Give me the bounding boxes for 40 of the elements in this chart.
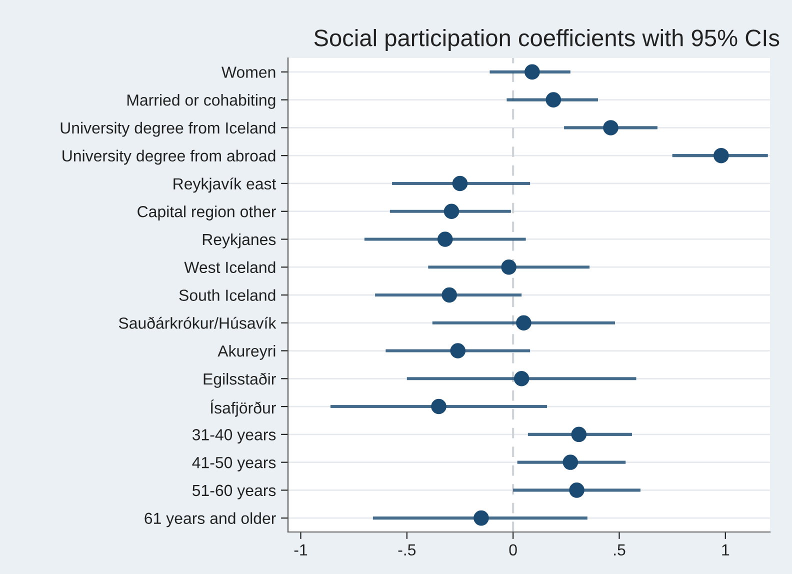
point — [516, 315, 532, 331]
point — [571, 426, 587, 442]
point — [714, 148, 729, 164]
y-tick-label: University degree from Iceland — [60, 122, 276, 137]
point — [514, 371, 530, 386]
y-tick-label: Ísafjörður — [210, 400, 276, 417]
point — [546, 92, 562, 108]
point — [603, 120, 618, 136]
y-tick-label: 51-60 years — [192, 484, 276, 500]
y-tick-label: Women — [222, 66, 276, 78]
y-tick-label: Reykjavík east — [174, 178, 276, 193]
y-tick-label: Akureyri — [218, 344, 276, 360]
y-tick-label: University degree from abroad — [62, 150, 276, 165]
point — [452, 176, 468, 192]
y-tick-label: Sauðárkrókur/Húsavík — [118, 316, 276, 329]
y-tick-label: 31-40 years — [192, 429, 276, 444]
point — [431, 398, 446, 414]
y-tick-label: Reykjanes — [202, 233, 276, 248]
y-tick-label: West Iceland — [184, 261, 276, 274]
point — [437, 232, 453, 247]
y-tick-label: Married or cohabiting — [127, 94, 276, 109]
point — [524, 64, 540, 80]
point — [444, 204, 460, 219]
x-tick-label: .5 — [614, 544, 626, 556]
y-tick-label: South Iceland — [179, 289, 276, 301]
x-tick-label: -.5 — [398, 544, 416, 556]
point — [450, 343, 466, 358]
point — [474, 510, 489, 526]
y-tick-label: 41-50 years — [192, 456, 276, 472]
x-tick-label: 1 — [722, 544, 730, 556]
chart-title: Social participation coefficients with 95% CIs — [314, 28, 780, 52]
x-tick-label: 0 — [509, 544, 517, 556]
point — [569, 482, 584, 498]
x-tick-label: -1 — [294, 544, 308, 556]
y-tick-label: Capital region other — [138, 206, 276, 220]
point — [562, 454, 578, 470]
point — [442, 287, 458, 303]
point — [501, 259, 516, 275]
y-tick-label: Egilsstaðir — [204, 372, 276, 388]
y-tick-label: 61 years and older — [144, 512, 276, 528]
